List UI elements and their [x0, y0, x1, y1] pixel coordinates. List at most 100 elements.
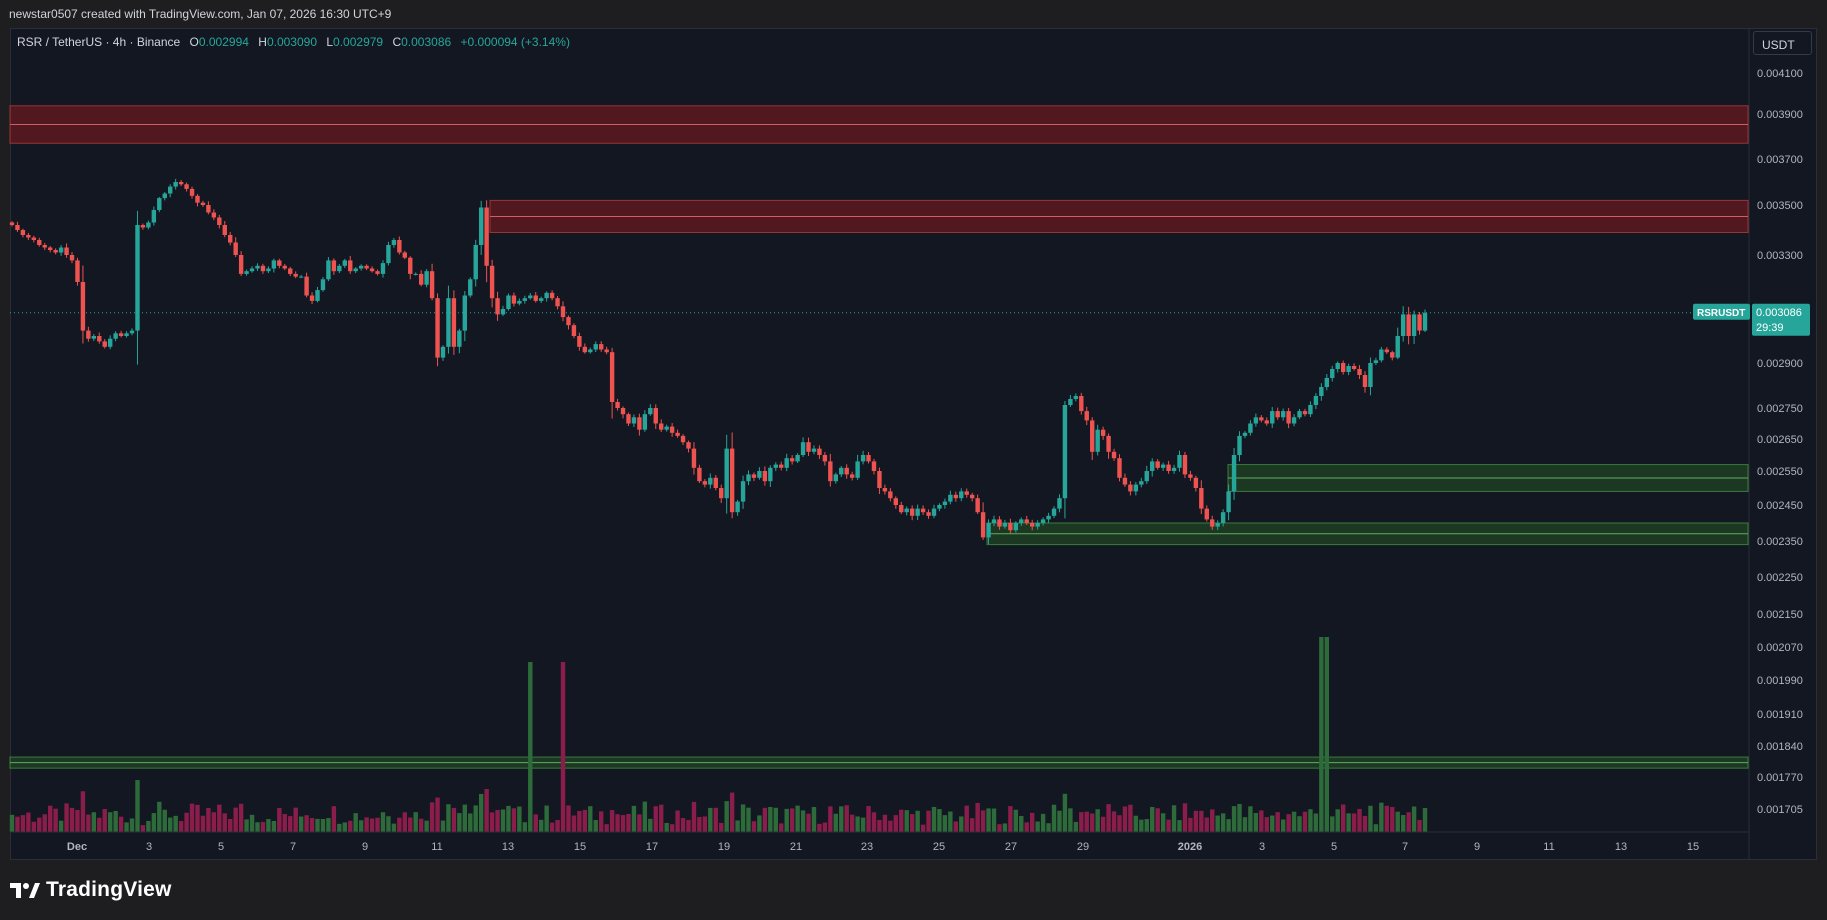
volume-bar — [184, 812, 189, 832]
volume-bar — [1226, 819, 1231, 832]
volume-bar — [162, 809, 167, 832]
volume-bar — [222, 813, 227, 832]
candle-body — [429, 271, 435, 299]
volume-bar — [1084, 811, 1089, 832]
open-key: O — [189, 35, 199, 49]
volume-bar — [888, 820, 893, 832]
candle-body — [1171, 467, 1177, 471]
candle-body — [659, 423, 664, 430]
candle-body — [697, 467, 702, 482]
volume-bar — [631, 805, 637, 832]
candle-body — [113, 333, 118, 339]
volume-bar — [926, 810, 931, 832]
candle-body — [20, 230, 26, 235]
candle-body — [1324, 378, 1329, 387]
price-tick-label: 0.003700 — [1757, 154, 1803, 166]
candle-body — [577, 336, 582, 347]
candle-body — [1335, 363, 1340, 369]
candle-body — [784, 458, 789, 468]
volume-bar — [1171, 805, 1177, 832]
volume-bar — [64, 803, 69, 832]
candle-body — [746, 474, 751, 482]
time-tick-label: 19 — [718, 841, 730, 853]
volume-bar — [997, 824, 1002, 832]
volume-bar — [1008, 806, 1013, 832]
volume-bar — [1166, 819, 1171, 832]
candle-body — [899, 505, 904, 513]
volume-bar — [1411, 806, 1417, 832]
currency-selector[interactable]: USDT — [1753, 31, 1812, 55]
candle-body — [266, 268, 271, 272]
volume-bar — [429, 802, 435, 832]
time-tick-label: 9 — [1474, 841, 1480, 853]
volume-bar — [904, 810, 909, 832]
volume-bar — [260, 821, 266, 832]
candle-body — [1384, 349, 1390, 353]
volume-bar — [1100, 816, 1106, 832]
top-caption-bar: newstar0507 created with TradingView.com… — [0, 0, 1827, 28]
candle-body — [424, 271, 429, 285]
time-tick-label: 11 — [431, 841, 442, 853]
volume-bar — [1291, 811, 1297, 832]
volume-bar — [675, 810, 680, 832]
candle-body — [533, 295, 538, 301]
candle-body — [931, 508, 937, 516]
candle-body — [620, 408, 626, 415]
volume-bar — [342, 822, 347, 832]
volume-bar — [1220, 813, 1226, 832]
volume-bar — [604, 824, 609, 832]
price-tick-label: 0.002900 — [1757, 358, 1803, 370]
candle-body — [37, 240, 42, 245]
candle-body — [282, 265, 287, 269]
volume-bar — [511, 808, 517, 832]
time-tick-label: 13 — [1615, 841, 1627, 853]
candle-body — [1051, 508, 1057, 516]
time-tick-label: 5 — [1331, 841, 1337, 853]
candle-body — [1313, 396, 1319, 405]
volume-bar — [1259, 810, 1264, 832]
symbol-title: RSR / TetherUS · 4h · Binance — [17, 35, 181, 49]
candle-body — [189, 188, 195, 196]
candle-body — [560, 306, 566, 318]
candle-body — [1373, 360, 1379, 363]
candle-body — [997, 519, 1002, 527]
candle-body — [348, 260, 353, 272]
candle-body — [626, 414, 631, 424]
time-tick-label: 11 — [1543, 841, 1554, 853]
volume-bar — [1242, 817, 1248, 832]
candle-body — [713, 477, 718, 488]
volume-bar — [495, 810, 500, 832]
candle-body — [446, 298, 451, 347]
candle-body — [757, 471, 762, 478]
volume-bar — [157, 801, 162, 832]
last-price-value: 0.003086 — [1756, 307, 1802, 319]
volume-bar — [784, 808, 789, 832]
volume-bar — [653, 806, 658, 832]
volume-bar — [953, 821, 959, 832]
volume-bar — [200, 815, 206, 832]
volume-bar — [249, 814, 255, 832]
time-tick-label: 7 — [1402, 841, 1408, 853]
candle-body — [309, 295, 315, 301]
candle-body — [457, 330, 462, 347]
candle-body — [58, 247, 64, 253]
candle-body — [724, 448, 729, 499]
candle-body — [337, 265, 342, 272]
candle-body — [1379, 349, 1384, 361]
candle-body — [1073, 396, 1079, 399]
chart-frame[interactable] — [10, 28, 1817, 860]
volume-bar — [37, 817, 42, 832]
candle-body — [920, 508, 926, 513]
volume-bar — [1351, 813, 1357, 832]
candle-body — [31, 237, 37, 240]
volume-bar — [680, 818, 686, 832]
candle-body — [495, 298, 500, 315]
volume-bar — [533, 814, 538, 832]
candle-body — [173, 182, 178, 187]
candle-body — [571, 325, 577, 336]
candle-body — [1297, 411, 1302, 418]
symbol-tag-label: RSRUSDT — [1697, 308, 1745, 319]
volume-bar — [1215, 815, 1220, 832]
volume-bar — [882, 814, 888, 832]
